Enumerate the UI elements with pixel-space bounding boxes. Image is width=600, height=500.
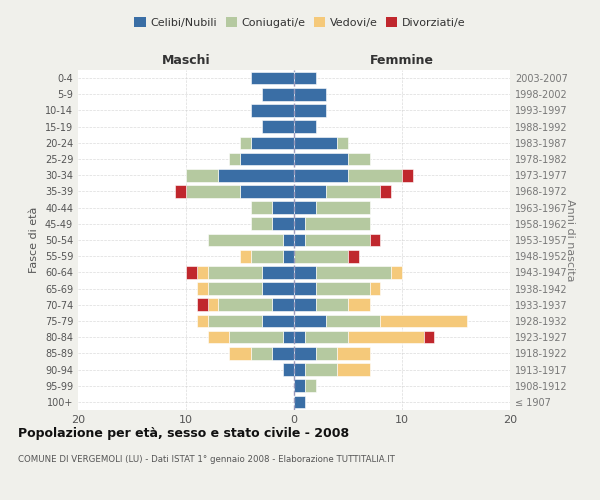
Bar [251, 347, 272, 360]
Bar [370, 282, 380, 295]
Bar [262, 88, 294, 101]
Bar [348, 169, 402, 181]
Bar [175, 185, 186, 198]
Bar [283, 234, 294, 246]
Bar [208, 331, 229, 344]
Bar [305, 363, 337, 376]
Bar [294, 169, 348, 181]
Bar [370, 234, 380, 246]
Bar [348, 298, 370, 311]
Bar [326, 185, 380, 198]
Bar [294, 250, 348, 262]
Bar [186, 169, 218, 181]
Bar [316, 282, 370, 295]
Bar [283, 363, 294, 376]
Bar [229, 152, 240, 166]
Bar [316, 347, 337, 360]
Bar [186, 185, 240, 198]
Bar [294, 152, 348, 166]
Bar [186, 266, 197, 278]
Bar [251, 72, 294, 85]
Text: Maschi: Maschi [161, 54, 211, 67]
Bar [208, 314, 262, 328]
Bar [283, 250, 294, 262]
Bar [208, 298, 218, 311]
Bar [402, 169, 413, 181]
Bar [197, 314, 208, 328]
Bar [251, 250, 283, 262]
Bar [218, 298, 272, 311]
Bar [294, 331, 305, 344]
Bar [208, 234, 283, 246]
Bar [240, 136, 251, 149]
Bar [294, 202, 316, 214]
Bar [240, 152, 294, 166]
Bar [305, 331, 348, 344]
Bar [305, 380, 316, 392]
Bar [294, 72, 316, 85]
Bar [391, 266, 402, 278]
Bar [294, 363, 305, 376]
Bar [197, 298, 208, 311]
Bar [424, 331, 434, 344]
Bar [348, 152, 370, 166]
Bar [208, 282, 262, 295]
Bar [240, 185, 294, 198]
Bar [294, 234, 305, 246]
Bar [294, 347, 316, 360]
Text: Femmine: Femmine [370, 54, 434, 67]
Bar [272, 202, 294, 214]
Y-axis label: Anni di nascita: Anni di nascita [565, 198, 575, 281]
Bar [251, 202, 272, 214]
Bar [251, 104, 294, 117]
Bar [229, 331, 283, 344]
Bar [337, 363, 370, 376]
Bar [262, 282, 294, 295]
Legend: Celibi/Nubili, Coniugati/e, Vedovi/e, Divorziati/e: Celibi/Nubili, Coniugati/e, Vedovi/e, Di… [130, 13, 470, 32]
Bar [316, 202, 370, 214]
Bar [262, 314, 294, 328]
Bar [272, 347, 294, 360]
Bar [283, 331, 294, 344]
Y-axis label: Fasce di età: Fasce di età [29, 207, 39, 273]
Bar [294, 282, 316, 295]
Bar [348, 250, 359, 262]
Bar [197, 266, 208, 278]
Bar [380, 314, 467, 328]
Bar [337, 136, 348, 149]
Bar [294, 88, 326, 101]
Bar [294, 185, 326, 198]
Text: Popolazione per età, sesso e stato civile - 2008: Popolazione per età, sesso e stato civil… [18, 428, 349, 440]
Bar [251, 218, 272, 230]
Bar [294, 218, 305, 230]
Bar [337, 347, 370, 360]
Bar [272, 218, 294, 230]
Bar [294, 380, 305, 392]
Bar [348, 331, 424, 344]
Bar [294, 298, 316, 311]
Bar [218, 169, 294, 181]
Bar [197, 282, 208, 295]
Bar [294, 314, 326, 328]
Bar [294, 120, 316, 133]
Bar [305, 234, 370, 246]
Text: COMUNE DI VERGEMOLI (LU) - Dati ISTAT 1° gennaio 2008 - Elaborazione TUTTITALIA.: COMUNE DI VERGEMOLI (LU) - Dati ISTAT 1°… [18, 455, 395, 464]
Bar [326, 314, 380, 328]
Bar [294, 266, 316, 278]
Bar [208, 266, 262, 278]
Bar [294, 136, 337, 149]
Bar [294, 104, 326, 117]
Bar [229, 347, 251, 360]
Bar [272, 298, 294, 311]
Bar [294, 396, 305, 408]
Bar [316, 298, 348, 311]
Bar [380, 185, 391, 198]
Bar [262, 266, 294, 278]
Bar [316, 266, 391, 278]
Bar [305, 218, 370, 230]
Bar [240, 250, 251, 262]
Bar [251, 136, 294, 149]
Bar [262, 120, 294, 133]
